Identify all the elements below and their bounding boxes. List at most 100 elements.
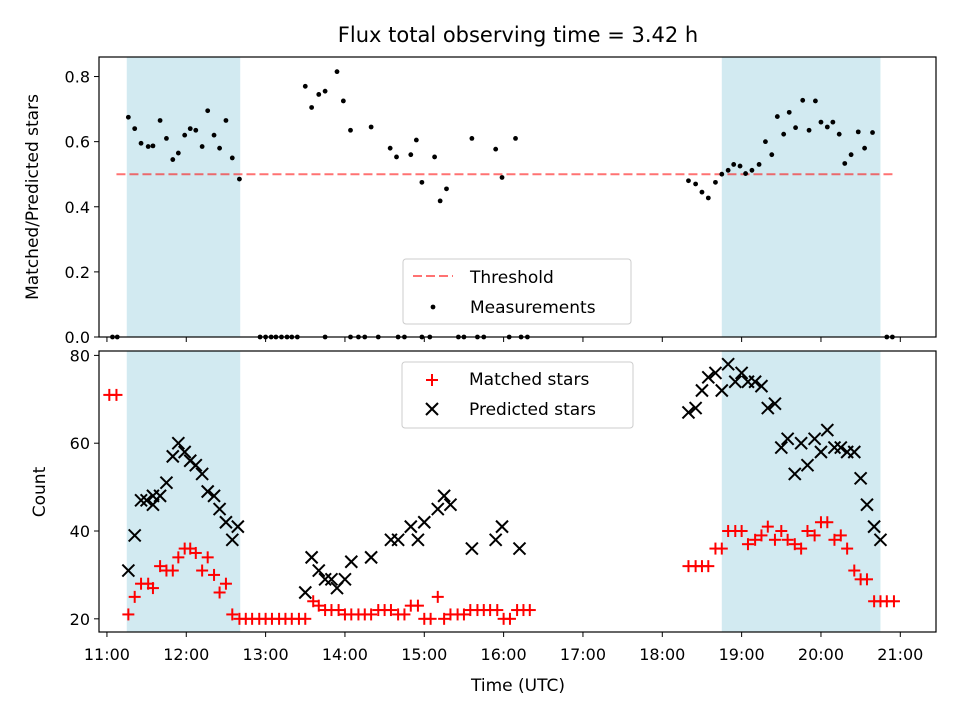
predicted-star-point [146, 497, 160, 512]
predicted-star-point [127, 528, 142, 543]
measurement-point [699, 189, 705, 195]
predicted-star-point [873, 533, 888, 547]
measurement-point [774, 114, 780, 119]
predicted-star-point [391, 533, 405, 547]
matched-star-point [299, 612, 312, 625]
bottom-y-tick-label: 60 [70, 434, 90, 453]
matched-star-point [226, 608, 239, 621]
legend-matched-swatch [426, 374, 438, 386]
measurement-point [322, 88, 328, 94]
matched-star-point [795, 542, 808, 555]
predicted-star-point [688, 401, 703, 415]
measurement-point [138, 140, 144, 146]
measurement-point [316, 92, 322, 97]
matched-star-point [154, 560, 167, 573]
predicted-star-point [708, 366, 723, 380]
predicted-star-point [443, 497, 458, 512]
measurement-point [217, 145, 222, 151]
matched-star-point [411, 599, 424, 612]
predicted-star-point [780, 432, 795, 446]
bottom-y-ticks: 20 40 60 80 [70, 346, 99, 629]
measurement-point [182, 132, 188, 138]
measurement-point [229, 155, 235, 161]
measurement-point [125, 114, 131, 120]
measurement-point [469, 135, 475, 141]
measurement-point [150, 143, 156, 149]
measurement-point [193, 127, 199, 133]
predicted-star-point [867, 519, 881, 534]
matched-star-point [768, 533, 781, 546]
predicted-star-point [200, 484, 215, 499]
matched-star-point [821, 516, 834, 529]
measurement-point [145, 144, 151, 149]
matched-star-point [761, 520, 774, 533]
top-y-tick-label: 0.2 [65, 263, 90, 282]
legend-threshold-label: Threshold [469, 268, 554, 288]
matched-star-point [172, 551, 185, 564]
measurement-point [686, 178, 691, 184]
matched-star-point [110, 388, 123, 401]
predicted-star-point [231, 519, 245, 534]
matched-star-point [828, 533, 841, 546]
predicted-star-point [701, 370, 716, 385]
matched-star-point [431, 590, 444, 603]
predicted-star-point [189, 458, 203, 472]
measurement-point [334, 69, 340, 75]
measurement-point [731, 162, 737, 167]
matched-star-point [312, 599, 325, 612]
predicted-star-point [794, 436, 808, 450]
measurement-point [408, 152, 414, 158]
top-shaded-interval-0 [126, 57, 241, 337]
matched-star-point [457, 608, 470, 621]
matched-star-point [146, 582, 159, 595]
matched-star-points [103, 388, 900, 625]
measurement-point [743, 171, 748, 176]
predicted-star-point [171, 436, 186, 450]
bottom-y-label: Count [30, 466, 50, 517]
predicted-star-point [304, 550, 319, 565]
measurement-point [813, 98, 818, 104]
predicted-star-point [225, 533, 239, 547]
measurement-point [848, 152, 854, 158]
legend-matched-label: Matched stars [469, 370, 589, 390]
measurement-point [187, 126, 193, 132]
measurement-point [175, 150, 181, 156]
predicted-star-point [195, 467, 209, 481]
predicted-star-point [212, 502, 227, 516]
matched-star-point [438, 612, 451, 625]
measurement-point [781, 131, 787, 137]
measurement-point [793, 125, 798, 131]
bottom-y-tick-label: 40 [70, 522, 90, 541]
predicted-star-point [139, 493, 154, 507]
x-tick-label: 16:00 [481, 645, 527, 664]
matched-star-point [398, 608, 411, 621]
predicted-star-point [431, 502, 445, 516]
legend-predicted-swatch [425, 402, 439, 416]
measurement-point [806, 127, 812, 133]
matched-star-point [491, 604, 504, 617]
bottom-shaded-interval-1 [721, 351, 881, 632]
measurement-point [756, 162, 762, 167]
measurement-point [836, 131, 842, 137]
predicted-star-point [465, 541, 479, 556]
x-tick-label: 12:00 [163, 645, 209, 664]
x-tick-label: 21:00 [877, 645, 923, 664]
predicted-star-point [411, 533, 425, 547]
measurement-point [800, 97, 806, 103]
measurement-point [693, 181, 699, 187]
measurement-point [842, 161, 848, 166]
legend-measure-label: Measurements [470, 298, 596, 318]
predicted-star-point [754, 379, 769, 393]
matched-star-point [208, 568, 221, 581]
matched-star-point [887, 595, 900, 608]
predicted-star-point [166, 449, 180, 464]
predicted-star-point [207, 489, 221, 503]
bottom-legend: Matched stars Predicted stars [401, 361, 634, 429]
predicted-star-point [774, 440, 789, 455]
matched-star-point [801, 525, 814, 538]
measurement-point [164, 135, 169, 141]
matched-star-point [523, 604, 536, 617]
matched-star-point [122, 608, 135, 621]
predicted-star-point [312, 563, 326, 578]
